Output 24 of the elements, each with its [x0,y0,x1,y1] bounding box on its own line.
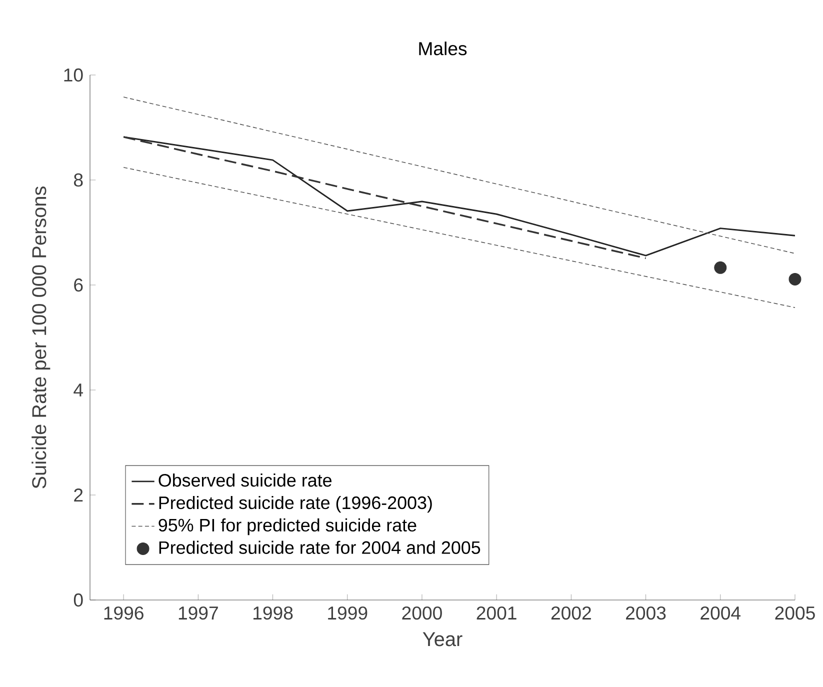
x-tick-label: 2000 [402,606,442,620]
y-tick-label: 4 [74,384,83,396]
x-tick-label: 2003 [626,606,666,620]
x-tick-label: 1998 [254,606,293,620]
y-tick-label: 6 [74,278,83,292]
x-tick-label: 2005 [775,606,815,620]
x-tick-label: 2002 [551,606,591,620]
y-tick-label: 8 [74,173,83,187]
y-tick-label: 2 [74,488,83,502]
x-tick-label: 1999 [328,606,368,620]
legend-label: Predicted suicide rate for 2004 and 2005 [159,540,480,554]
y-axis-title: Suicide Rate per 100 000 Persons [32,186,50,488]
y-tick-label: 0 [74,593,83,607]
x-tick-label: 2004 [700,606,741,620]
legend-label: Predicted suicide rate (1996-2003) [159,496,432,513]
chart-title: Males [419,42,467,56]
x-tick-label: 1996 [104,606,144,620]
legend-label: Observed suicide rate [158,474,332,487]
x-tick-label: 1997 [178,606,218,620]
line-series [122,136,647,260]
x-axis-title: Year [422,632,462,646]
x-tick-label: 2001 [476,606,516,620]
y-tick-label: 10 [64,68,83,82]
legend-label: 95% PI for predicted suicide rate [158,518,416,536]
